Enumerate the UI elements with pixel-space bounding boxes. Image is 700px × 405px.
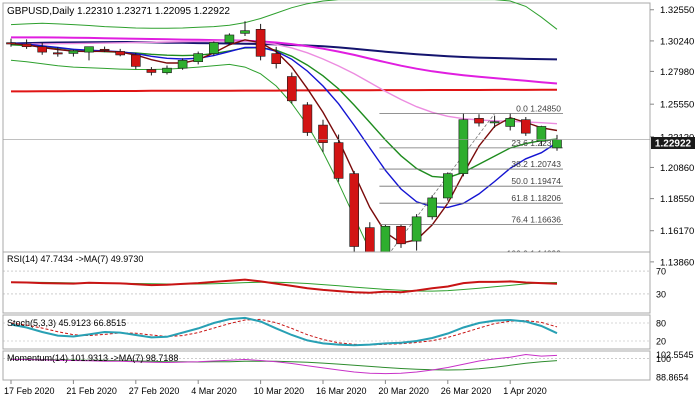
price-axis-label: 1.18550 <box>660 194 694 205</box>
candle-body <box>271 53 282 65</box>
price-axis-label: 1.25550 <box>660 100 694 111</box>
price-axis-label: 1.13860 <box>660 257 694 268</box>
candle-body <box>505 118 516 127</box>
stoch-label: Stoch(5,3,3) 45.9123 66.8515 <box>7 318 126 328</box>
fib-level-label: 50.0 1.19474 <box>511 176 561 186</box>
candle-body <box>536 126 547 142</box>
rsi-level-label: 30 <box>656 289 666 299</box>
price-axis-label: 1.30240 <box>660 36 694 47</box>
time-axis-label: 26 Mar 2020 <box>441 386 492 396</box>
candle-body <box>52 52 63 55</box>
momentum-axis-label: 88.8654 <box>656 372 689 382</box>
momentum-ma-line <box>10 358 558 371</box>
candle-body <box>318 124 328 143</box>
candle-body <box>84 46 94 53</box>
fib-level-label: 38.2 1.20743 <box>511 159 561 169</box>
candle-body <box>115 51 125 56</box>
time-axis-label: 20 Mar 2020 <box>378 386 429 396</box>
candle-body <box>380 225 391 255</box>
candle-body <box>427 197 438 218</box>
price-axis-label: 1.32550 <box>660 5 694 16</box>
candle-body <box>177 60 188 69</box>
price-axis-label: 1.20860 <box>660 163 694 174</box>
candle-body <box>520 119 531 134</box>
last-price-label: 1.22922 <box>655 139 692 150</box>
momentum-axis-label: 100 <box>656 354 671 364</box>
time-axis-label: 17 Feb 2020 <box>4 386 55 396</box>
moving-average-line <box>11 88 557 93</box>
candle-body <box>333 142 344 179</box>
candle-body <box>6 42 16 45</box>
candle-body <box>255 29 266 57</box>
rsi-indicator: 70 30 <box>3 267 666 299</box>
bollinger-upper-line <box>10 0 558 30</box>
momentum-line <box>10 353 558 375</box>
stoch-signal-line <box>10 318 558 346</box>
time-axis: 17 Feb 2020 21 Feb 2020 27 Feb 2020 4 Mar 2… <box>4 380 547 396</box>
candle-body <box>349 173 360 247</box>
candle-body <box>209 42 219 54</box>
stoch-indicator: 80 20 <box>3 316 666 347</box>
candle-body <box>364 227 375 255</box>
candle-body <box>458 119 469 174</box>
rsi-line <box>10 278 558 294</box>
fib-level-label: 23.6 1.22313 <box>511 138 561 148</box>
candle-body <box>302 104 313 133</box>
rsi-level-label: 70 <box>656 267 666 277</box>
candle-body <box>396 225 406 245</box>
fib-level-label: 61.8 1.18206 <box>511 193 561 203</box>
candle-body <box>474 118 484 124</box>
moving-average-line <box>10 40 558 125</box>
candle-body <box>552 139 562 149</box>
candle-body <box>193 53 203 62</box>
fib-level-label: 0.0 1.24850 <box>516 104 561 114</box>
candle-body <box>162 67 172 74</box>
candle-body <box>37 46 48 53</box>
stoch-level-label: 80 <box>656 319 666 329</box>
candle-body <box>68 50 79 54</box>
candlesticks <box>3 21 650 259</box>
moving-average-line <box>10 40 558 61</box>
momentum-label: Momentum(14) 101.9313 ->MA(7) 98.7188 <box>7 353 178 363</box>
candle-body <box>442 173 453 199</box>
candle-body <box>146 69 157 73</box>
time-axis-label: 27 Feb 2020 <box>129 386 180 396</box>
price-axis-label: 1.27980 <box>660 67 694 78</box>
candle-body <box>99 48 110 51</box>
candle-body <box>411 216 422 242</box>
momentum-axis-label: 102.5545 <box>656 350 694 360</box>
candle-body <box>131 54 141 67</box>
stoch-level-label: 20 <box>656 337 666 347</box>
candle-body <box>224 34 235 43</box>
candle-body <box>286 76 297 102</box>
candle-body <box>489 121 500 124</box>
rsi-label: RSI(14) 47.7434 ->MA(7) 49.9730 <box>7 254 143 264</box>
moving-average-line <box>11 36 558 85</box>
time-axis-label: 16 Mar 2020 <box>316 386 367 396</box>
time-axis-label: 4 Mar 2020 <box>191 386 237 396</box>
time-axis-label: 21 Feb 2020 <box>66 386 117 396</box>
chart-title: GBPUSD,Daily 1.22310 1.23271 1.22095 1.2… <box>7 6 230 17</box>
stoch-main-line <box>10 316 558 347</box>
time-axis-label: 10 Mar 2020 <box>254 386 305 396</box>
candle-body <box>240 30 250 34</box>
price-axis-label: 1.16170 <box>660 226 694 237</box>
candle-body <box>21 43 32 48</box>
fib-level-label: 76.4 1.16636 <box>511 214 561 224</box>
time-axis-label: 1 Apr 2020 <box>503 386 547 396</box>
last-price-tag: 1.22922 <box>651 137 695 150</box>
